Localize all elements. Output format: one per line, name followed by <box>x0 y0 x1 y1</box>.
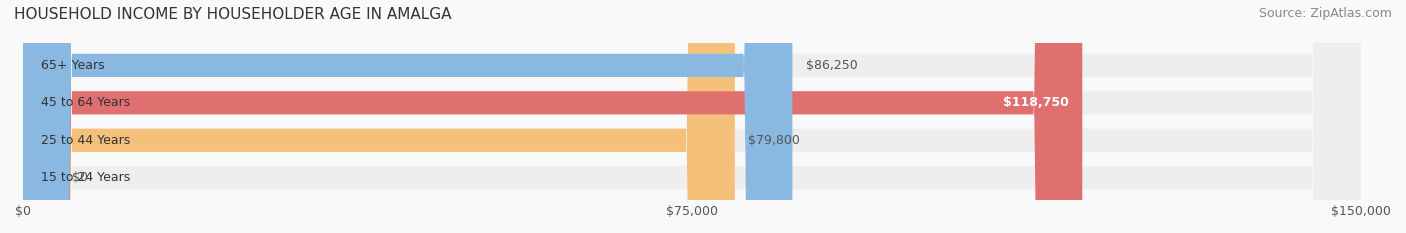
Text: HOUSEHOLD INCOME BY HOUSEHOLDER AGE IN AMALGA: HOUSEHOLD INCOME BY HOUSEHOLDER AGE IN A… <box>14 7 451 22</box>
Text: 15 to 24 Years: 15 to 24 Years <box>41 171 131 184</box>
FancyBboxPatch shape <box>22 0 1361 233</box>
Text: 65+ Years: 65+ Years <box>41 59 104 72</box>
FancyBboxPatch shape <box>22 0 1361 233</box>
FancyBboxPatch shape <box>22 0 793 233</box>
FancyBboxPatch shape <box>22 0 1083 233</box>
Text: $79,800: $79,800 <box>748 134 800 147</box>
Text: $118,750: $118,750 <box>1002 96 1069 109</box>
FancyBboxPatch shape <box>22 0 59 233</box>
Text: $86,250: $86,250 <box>806 59 858 72</box>
FancyBboxPatch shape <box>22 0 1361 233</box>
Text: 45 to 64 Years: 45 to 64 Years <box>41 96 131 109</box>
Text: $0: $0 <box>72 171 89 184</box>
Text: Source: ZipAtlas.com: Source: ZipAtlas.com <box>1258 7 1392 20</box>
Text: 25 to 44 Years: 25 to 44 Years <box>41 134 131 147</box>
FancyBboxPatch shape <box>22 0 735 233</box>
FancyBboxPatch shape <box>22 0 1361 233</box>
